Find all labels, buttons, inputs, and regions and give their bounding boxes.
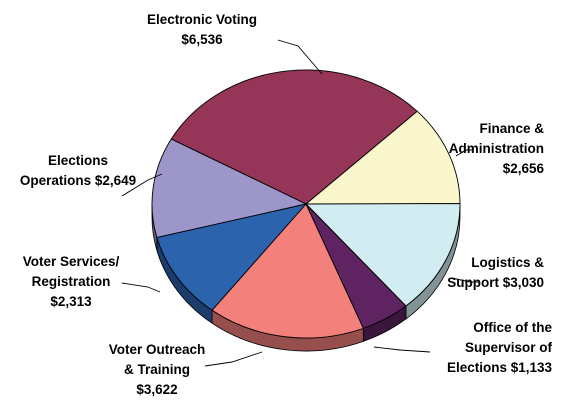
pie-slice-logistics-support: [305, 203, 461, 307]
slice-label-0: Electronic Voting $6,536: [147, 12, 257, 47]
leader-line-5: [121, 282, 161, 293]
leader-line-1: [455, 149, 474, 157]
pie-slice-electronic-voting: [170, 69, 418, 205]
slice-label-3: Office of the Supervisor of Elections $1,1…: [447, 320, 553, 375]
pie-slice-elections-operations: [151, 138, 307, 238]
pie-slice-voter-outreach-training: [211, 203, 364, 339]
leader-line-3: [373, 346, 431, 353]
slice-label-1: Finance & Administration $2,656: [449, 121, 545, 176]
leader-line-0: [277, 39, 323, 75]
slice-label-2: Logistics & Support $3,030: [447, 255, 544, 290]
leader-line-2: [451, 277, 480, 283]
leader-line-6: [121, 173, 163, 197]
pie-sides: [151, 203, 461, 352]
leader-line-4: [204, 351, 263, 367]
slice-labels: Electronic Voting $6,536 Finance & Administ…: [20, 12, 553, 397]
slice-label-6: Elections Operations $2,649: [20, 153, 136, 188]
leader-lines: [121, 39, 480, 367]
slice-label-5: Voter Services/Registration $2,313: [23, 254, 120, 309]
pie-slice-finance-administration: [305, 110, 461, 205]
slice-label-4: Voter Outreach & Training $3,622: [109, 342, 206, 397]
pie-slice-voter-services-registration: [156, 203, 307, 311]
pie-slices: [151, 69, 461, 339]
